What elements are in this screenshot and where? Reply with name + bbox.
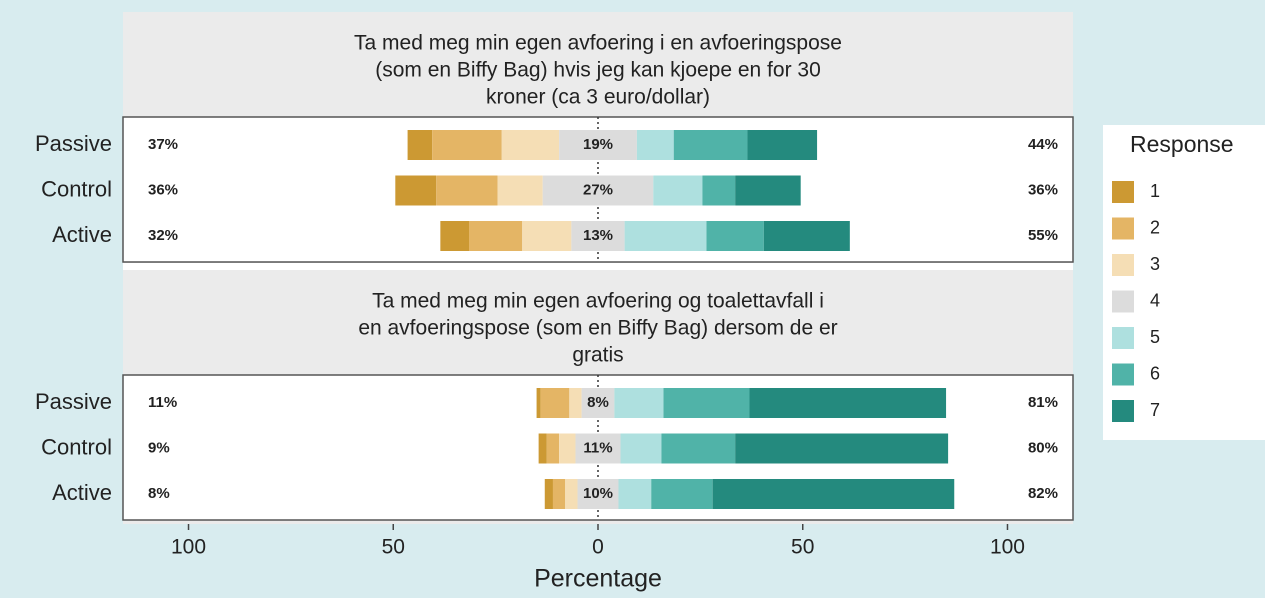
- low-label: 36%: [148, 181, 178, 198]
- panel-gap: [123, 263, 1073, 270]
- legend-key: [1112, 327, 1134, 349]
- category-label: Active: [52, 480, 112, 505]
- bar-segment: [661, 433, 736, 464]
- bar-segment: [440, 221, 470, 251]
- bar-segment: [702, 175, 736, 206]
- panel-title: en avfoeringspose (som en Biffy Bag) der…: [358, 317, 837, 340]
- bar-segment: [522, 221, 572, 251]
- high-label: 82%: [1028, 485, 1058, 502]
- category-label: Passive: [35, 389, 112, 414]
- bar-segment: [565, 479, 578, 509]
- bar-segment: [569, 388, 582, 418]
- legend-title: Response: [1130, 131, 1234, 157]
- bar-segment: [407, 130, 433, 160]
- bar-segment: [735, 433, 949, 464]
- legend-label: 7: [1150, 400, 1160, 420]
- neutral-label: 8%: [587, 394, 609, 411]
- bar-segment: [497, 175, 543, 206]
- bar-segment: [651, 479, 713, 509]
- bar-segment: [540, 388, 570, 418]
- low-label: 37%: [148, 136, 178, 153]
- bar-segment: [577, 479, 619, 509]
- bar-segment: [559, 130, 637, 160]
- legend-label: 2: [1150, 217, 1160, 237]
- x-axis-label: Percentage: [534, 565, 662, 593]
- neutral-label: 19%: [583, 136, 613, 153]
- high-label: 80%: [1028, 439, 1058, 456]
- legend-box: [1103, 125, 1265, 440]
- bar-segment: [501, 130, 560, 160]
- legend-key: [1112, 254, 1134, 276]
- bar-segment: [559, 433, 576, 464]
- legend-key: [1112, 400, 1134, 422]
- panel-title: (som en Biffy Bag) hvis jeg kan kjoepe e…: [375, 59, 821, 82]
- bar-segment: [620, 433, 662, 464]
- low-label: 8%: [148, 485, 170, 502]
- bar-segment: [544, 479, 553, 509]
- category-label: Control: [41, 176, 112, 201]
- bar-segment: [749, 388, 947, 418]
- legend-key: [1112, 363, 1134, 386]
- high-label: 81%: [1028, 394, 1058, 411]
- low-label: 9%: [148, 439, 170, 456]
- neutral-label: 27%: [583, 181, 613, 198]
- bar-segment: [436, 175, 498, 206]
- bar-segment: [552, 479, 566, 509]
- bar-segment: [432, 130, 502, 160]
- bar-segment: [571, 221, 625, 251]
- neutral-label: 13%: [583, 227, 613, 244]
- bar-segment: [712, 479, 955, 509]
- bar-segment: [538, 433, 547, 464]
- panel-title: kroner (ca 3 euro/dollar): [486, 86, 710, 109]
- x-tick-label: 50: [382, 536, 405, 559]
- legend-label: 5: [1150, 327, 1160, 347]
- legend-key: [1112, 217, 1134, 240]
- bar-segment: [542, 175, 654, 206]
- bar-segment: [614, 388, 664, 418]
- bar-segment: [747, 130, 818, 160]
- bar-segment: [706, 221, 764, 251]
- bar-segment: [624, 221, 707, 251]
- legend-label: 4: [1150, 290, 1160, 310]
- bar-segment: [575, 433, 621, 464]
- high-label: 55%: [1028, 227, 1058, 244]
- legend-key: [1112, 290, 1134, 313]
- legend-label: 6: [1150, 363, 1160, 383]
- category-label: Passive: [35, 131, 112, 156]
- panel-title: Ta med meg min egen avfoering og toalett…: [372, 290, 824, 313]
- bar-segment: [546, 433, 560, 464]
- neutral-label: 10%: [583, 485, 613, 502]
- high-label: 36%: [1028, 181, 1058, 198]
- category-label: Control: [41, 434, 112, 459]
- bar-segment: [636, 130, 674, 160]
- legend-label: 1: [1150, 181, 1160, 201]
- neutral-label: 11%: [583, 439, 612, 456]
- low-label: 11%: [148, 394, 177, 411]
- bar-segment: [673, 130, 748, 160]
- x-tick-label: 0: [592, 536, 604, 559]
- x-tick-label: 100: [171, 536, 206, 559]
- panel-title: gratis: [572, 344, 623, 367]
- x-tick-label: 50: [791, 536, 814, 559]
- bar-segment: [581, 388, 615, 418]
- x-tick-label: 100: [990, 536, 1025, 559]
- high-label: 44%: [1028, 136, 1058, 153]
- bar-segment: [763, 221, 850, 251]
- bar-segment: [618, 479, 652, 509]
- bar-segment: [395, 175, 437, 206]
- bar-segment: [536, 388, 541, 418]
- bar-segment: [653, 175, 703, 206]
- legend-label: 3: [1150, 254, 1160, 274]
- bar-segment: [735, 175, 801, 206]
- legend-key: [1112, 181, 1134, 203]
- bar-segment: [663, 388, 750, 418]
- bar-segment: [469, 221, 523, 251]
- category-label: Active: [52, 222, 112, 247]
- low-label: 32%: [148, 227, 178, 244]
- panel-title: Ta med meg min egen avfoering i en avfoe…: [354, 32, 842, 55]
